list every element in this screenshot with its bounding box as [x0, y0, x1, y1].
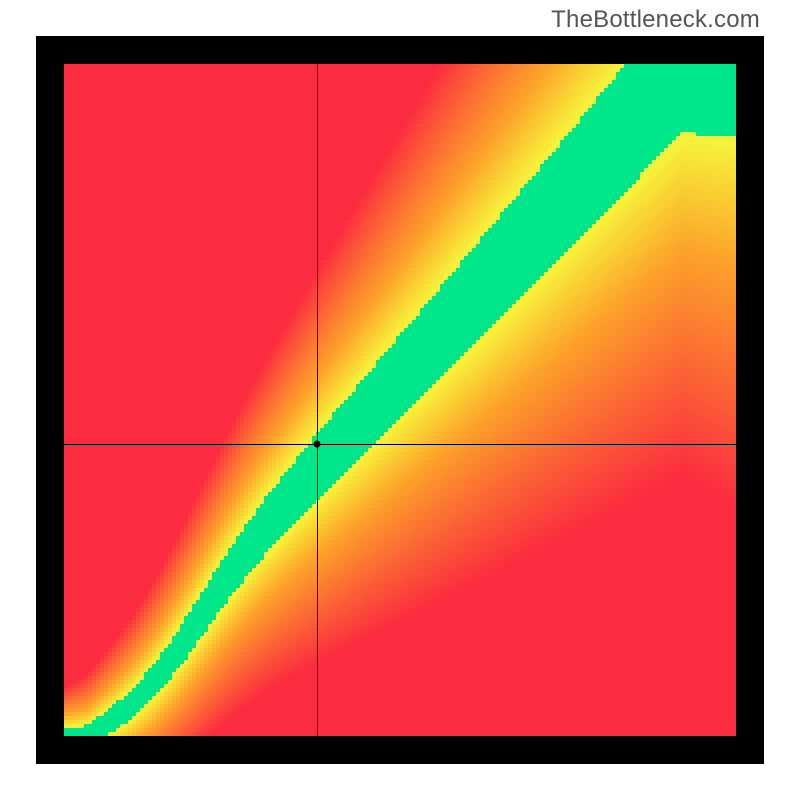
crosshair-horizontal	[64, 444, 736, 445]
crosshair-marker	[314, 441, 321, 448]
watermark-text: TheBottleneck.com	[551, 6, 760, 34]
heatmap-canvas	[64, 64, 736, 736]
crosshair-vertical	[317, 64, 318, 736]
chart-frame	[36, 36, 764, 764]
page-root: TheBottleneck.com	[0, 0, 800, 800]
chart-area	[64, 64, 736, 736]
